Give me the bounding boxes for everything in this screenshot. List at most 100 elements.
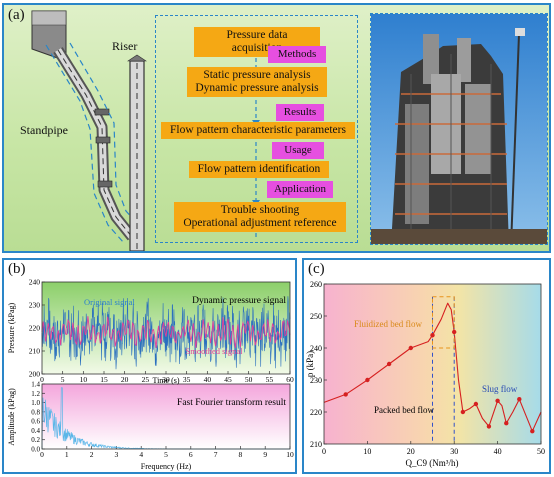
top-ytick-label: 200 <box>29 370 41 379</box>
bottom-ytick-label: 0.8 <box>31 408 40 416</box>
bottom-ylabel: Amplitude (kPag) <box>7 388 16 446</box>
data-point <box>495 398 500 403</box>
bottom-xtick-label: 2 <box>90 450 94 459</box>
flow-tag-5: Usage <box>272 142 324 159</box>
top-xtick-label: 20 <box>121 375 129 384</box>
c-ytick-label: 260 <box>310 280 322 289</box>
c-ytick-label: 240 <box>310 344 322 353</box>
plant-photo <box>370 13 548 245</box>
data-point <box>517 397 522 402</box>
bottom-xtick-label: 3 <box>115 450 119 459</box>
flow-step-4: Flow pattern characteristic parameters <box>161 122 355 139</box>
c-xtick-label: 40 <box>494 447 502 456</box>
flow-step-8: Trouble shooting Operational adjustment … <box>174 202 346 232</box>
top-title: Dynamic pressure signal <box>192 296 286 306</box>
top-xtick-label: 60 <box>286 375 294 384</box>
data-point <box>343 392 348 397</box>
panel-a-label: (a) <box>8 7 25 23</box>
data-point <box>365 377 370 383</box>
bottom-ytick-label: 0.4 <box>31 427 40 435</box>
top-ytick-label: 210 <box>29 347 41 356</box>
top-xtick-label: 55 <box>266 375 274 384</box>
panel-c-label: (c) <box>308 261 325 277</box>
smoothed-signal-label: Smoothed signal <box>186 346 244 356</box>
bottom-xtick-label: 9 <box>263 450 267 459</box>
bottom-xtick-label: 8 <box>239 450 243 459</box>
bottom-xtick-label: 0 <box>40 450 44 459</box>
bottom-xlabel: Frequency (Hz) <box>141 462 192 471</box>
flow-tag-1: Methods <box>268 46 326 63</box>
top-xtick-label: 35 <box>183 375 191 384</box>
top-ytick-label: 230 <box>29 301 41 310</box>
plant-photo-image <box>371 14 547 244</box>
c-ytick-label: 220 <box>310 408 322 417</box>
top-xtick-label: 5 <box>61 375 65 384</box>
flow-tag-7: Application <box>267 181 333 198</box>
bottom-ytick-label: 1.4 <box>31 381 40 389</box>
bottom-xtick-label: 5 <box>164 450 168 459</box>
flow-tag-3: Results <box>276 104 324 121</box>
bottom-xtick-label: 6 <box>189 450 193 459</box>
top-xtick-label: 50 <box>245 375 253 384</box>
flowchart-frame <box>155 15 358 243</box>
panel-a: (a) Riser Standpipe Pressure data acquis… <box>2 3 551 253</box>
c-ytick-label: 250 <box>310 312 322 321</box>
bottom-title: Fast Fourier transform result <box>177 397 286 408</box>
flow-step-6: Flow pattern identification <box>189 161 329 178</box>
c-ytick-label: 210 <box>310 440 322 449</box>
bottom-ytick-label: 0.2 <box>31 436 40 444</box>
data-point <box>430 333 435 338</box>
top-xtick-label: 25 <box>142 375 150 384</box>
panel-b-label: (b) <box>8 261 26 277</box>
c-xlabel: Q_C9 (Nm³/h) <box>406 458 459 468</box>
data-point <box>452 329 457 335</box>
top-xtick-label: 30 <box>162 375 170 384</box>
data-point <box>386 361 392 367</box>
data-point <box>408 345 413 351</box>
fluidized-flow-label: Fluidized bed flow <box>354 319 422 329</box>
smoothed-signal-line <box>41 316 291 349</box>
top-xlabel: Time (s) <box>152 376 179 385</box>
data-point <box>460 409 466 415</box>
top-ytick-label: 240 <box>29 278 41 287</box>
top-xtick-label: 10 <box>80 375 88 384</box>
data-point <box>504 421 509 426</box>
c-xtick-label: 20 <box>407 447 415 456</box>
packed-flow-label: Packed bed flow <box>374 405 434 415</box>
c-ytick-label: 230 <box>310 376 322 385</box>
bottom-ytick-label: 0.6 <box>31 418 40 426</box>
data-point <box>486 424 492 429</box>
data-point <box>473 401 479 407</box>
panel-c: (c) 0 10 20 30 40 50 210 220 230 240 250 260 Packed… <box>302 258 551 474</box>
bottom-xtick-label: 4 <box>139 450 143 459</box>
c-ylabel: p (kPa) <box>305 351 315 377</box>
riser-label: Riser <box>112 39 138 53</box>
c-xtick-label: 50 <box>537 447 545 456</box>
c-xtick-label: 10 <box>363 447 371 456</box>
top-xtick-label: 45 <box>224 375 232 384</box>
bottom-ytick-label: 0.0 <box>31 446 40 454</box>
bottom-xtick-label: 10 <box>286 450 294 459</box>
bottom-plot-area <box>42 384 290 449</box>
c-xtick-label: 0 <box>322 447 326 456</box>
bottom-xtick-label: 1 <box>65 450 69 459</box>
top-xtick-label: 40 <box>204 375 212 384</box>
top-ytick-label: 220 <box>29 324 41 333</box>
fluidized-highlight-box <box>432 296 455 349</box>
bottom-ytick-label: 1.2 <box>31 390 40 398</box>
flow-step-2: Static pressure analysis Dynamic pressur… <box>187 67 327 97</box>
data-point <box>530 429 535 434</box>
panel-b-charts: 0 5 10 15 20 25 30 35 40 45 50 55 60200210220230240 … <box>7 278 294 472</box>
standpipe-label: Standpipe <box>20 123 68 137</box>
top-ylabel: Pressure (kPag) <box>7 302 16 353</box>
bottom-xtick-label: 7 <box>214 450 218 459</box>
top-xtick-label: 0 <box>40 375 44 384</box>
panel-b: (b) 0 5 10 15 20 25 30 35 40 45 50 55 60 200 210 220 230… <box>2 258 297 474</box>
slug-flow-label: Slug flow <box>482 384 518 394</box>
original-signal-label: Original signal <box>84 297 135 307</box>
panel-c-chart: 0 10 20 30 40 50 210 220 230 240 250 260 Packed bed… <box>305 280 545 468</box>
standpipe-riser-diagram <box>31 10 147 251</box>
top-xtick-label: 15 <box>100 375 108 384</box>
c-xtick-label: 30 <box>450 447 458 456</box>
bottom-ytick-label: 1.0 <box>31 399 40 407</box>
